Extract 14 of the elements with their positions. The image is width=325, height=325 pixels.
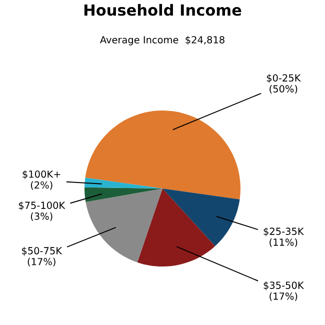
pie-slice: [85, 110, 240, 200]
chart-title: Household Income: [84, 4, 242, 16]
pie-slice: [162, 188, 240, 246]
slice-label: $75-100K (3%): [18, 201, 66, 222]
slice-label: $25-35K (11%): [264, 227, 304, 248]
slice-label: $100K+ (2%): [22, 170, 60, 190]
chart-subtitle: Average Income $24,818: [100, 36, 224, 46]
slice-label: $50-75K (17%): [22, 246, 62, 266]
pie-slice: [84, 187, 162, 202]
slice-label: $35-50K (17%): [264, 281, 304, 301]
pie-slice: [137, 188, 216, 266]
slice-label: $0-25K (50%): [266, 74, 301, 94]
pie-slice: [86, 188, 162, 262]
pie-slice: [84, 178, 162, 188]
